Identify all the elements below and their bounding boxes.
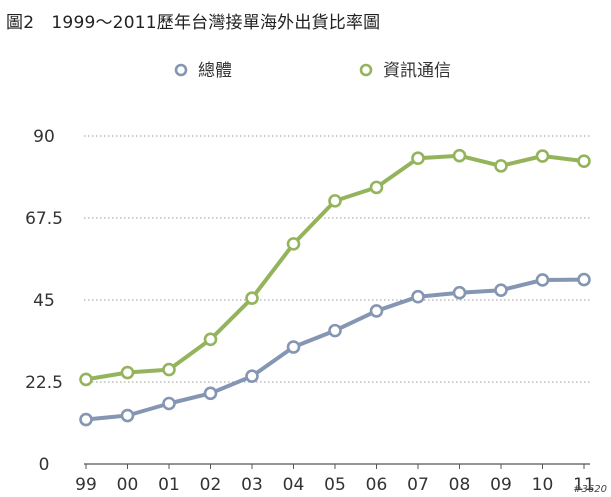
- series: [79, 148, 591, 427]
- y-tick-label: 90: [33, 127, 55, 147]
- series-0: [79, 272, 591, 427]
- x-tick-label: 07: [407, 475, 429, 495]
- grid: [84, 135, 590, 465]
- legend-item: 總體: [174, 61, 232, 81]
- y-tick-label: 67.5: [25, 209, 63, 229]
- data-point: [162, 396, 176, 411]
- data-point: [286, 340, 301, 354]
- data-point: [245, 291, 259, 305]
- data-point: [577, 272, 591, 287]
- data-point: [452, 285, 467, 300]
- x-tick-label: 03: [241, 475, 263, 495]
- y-tick-label: 22.5: [25, 373, 63, 393]
- series-line: [84, 277, 586, 422]
- data-point: [245, 369, 259, 383]
- data-point: [203, 332, 218, 347]
- data-point: [535, 273, 550, 287]
- x-tick-label: 05: [324, 475, 346, 495]
- legend: 總體 資訊通信: [174, 61, 451, 81]
- data-point: [494, 159, 508, 173]
- data-point: [577, 154, 591, 168]
- data-point: [328, 323, 342, 338]
- data-point: [120, 365, 135, 380]
- x-tick-label: 09: [490, 475, 512, 495]
- legend-marker: [359, 63, 373, 77]
- data-point: [162, 362, 176, 377]
- watermark-label: #3620: [573, 484, 607, 495]
- x-tick-label: 11: [573, 475, 595, 495]
- data-point: [79, 412, 93, 427]
- x-axis-ticks: 99 00 01 02 03 04 05 06 07 08 09 10 11: [75, 464, 595, 495]
- series-line: [84, 153, 586, 382]
- legend-marker: [174, 63, 188, 77]
- data-point: [369, 180, 384, 195]
- data-point: [120, 408, 135, 423]
- data-point: [203, 386, 218, 401]
- x-tick-label: 08: [449, 475, 471, 495]
- x-tick-label: 00: [117, 475, 139, 495]
- data-point: [79, 372, 93, 387]
- data-point: [411, 289, 425, 304]
- data-point: [328, 194, 342, 208]
- figure-title: 圖2 1999～2011歷年台灣接單海外出貨比率圖: [6, 13, 381, 33]
- y-tick-label: 0: [39, 455, 50, 475]
- legend-label: 資訊通信: [383, 61, 451, 81]
- x-tick-label: 04: [283, 475, 305, 495]
- x-tick-label: 99: [75, 475, 97, 495]
- legend-label: 總體: [198, 61, 232, 81]
- series-1: [79, 148, 591, 387]
- x-tick-label: 02: [200, 475, 222, 495]
- data-point: [369, 304, 384, 318]
- legend-item: 資訊通信: [359, 61, 451, 81]
- x-tick-label: 10: [532, 475, 554, 495]
- data-point: [286, 237, 301, 251]
- x-tick-label: 01: [158, 475, 180, 495]
- data-point: [452, 148, 467, 163]
- data-point: [535, 149, 550, 163]
- y-axis-ticks: 0 22.5 45 67.5 90: [25, 127, 63, 475]
- data-point: [494, 283, 508, 297]
- y-tick-label: 45: [33, 291, 55, 311]
- data-point: [411, 151, 425, 166]
- x-tick-label: 06: [366, 475, 388, 495]
